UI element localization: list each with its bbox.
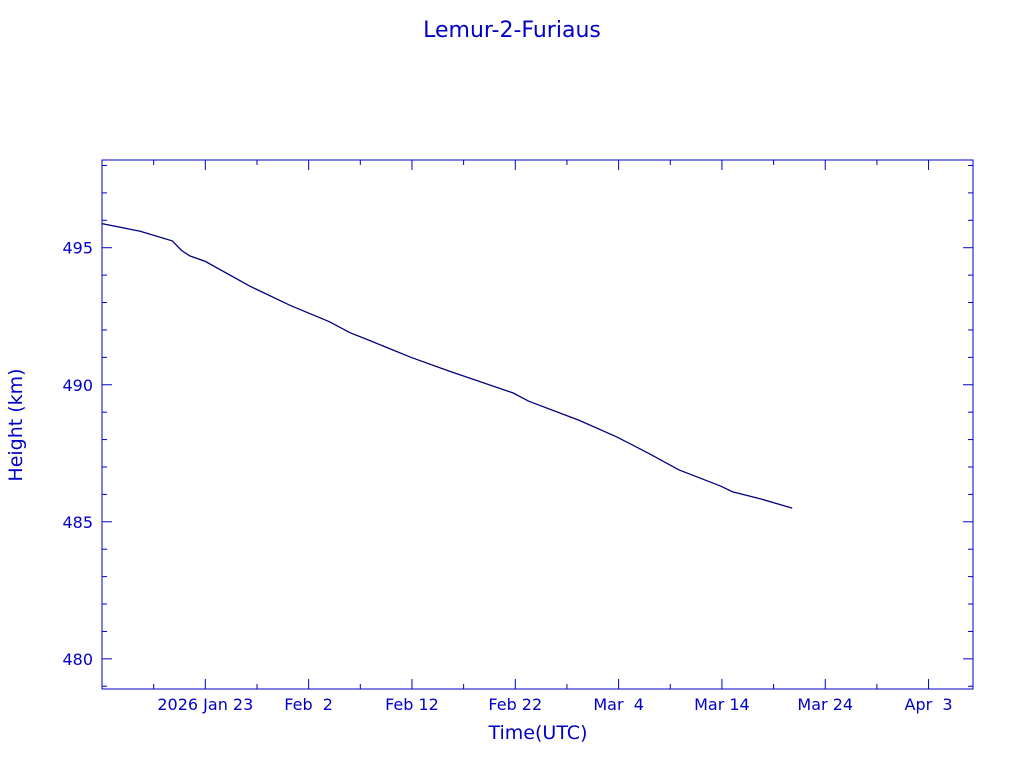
plot-frame <box>101 159 974 690</box>
x-axis-label: Time(UTC) <box>488 722 588 744</box>
y-tick-label: 495 <box>62 239 93 258</box>
x-tick-label: Mar 14 <box>694 695 750 714</box>
chart-title: Lemur-2-Furiaus <box>423 18 601 43</box>
axis-ticks <box>101 160 973 689</box>
x-tick-label: Mar 4 <box>593 695 644 714</box>
x-tick-label: 2026 Jan 23 <box>157 695 253 714</box>
x-tick-label: Apr 3 <box>905 695 953 714</box>
x-tick-label: Feb 22 <box>488 695 542 714</box>
y-tick-label: 480 <box>62 650 93 669</box>
series-line-height <box>101 222 793 509</box>
x-tick-label: Feb 2 <box>284 695 333 714</box>
x-tick-label: Feb 12 <box>385 695 439 714</box>
y-tick-label: 490 <box>62 376 93 395</box>
y-tick-label: 485 <box>62 513 93 532</box>
tick-labels: 2026 Jan 23 Feb 2 Feb 12 Feb 22 Mar 4 Mar 14 M… <box>62 239 952 714</box>
y-axis-label: Height (km) <box>5 368 27 481</box>
x-tick-label: Mar 24 <box>797 695 853 714</box>
